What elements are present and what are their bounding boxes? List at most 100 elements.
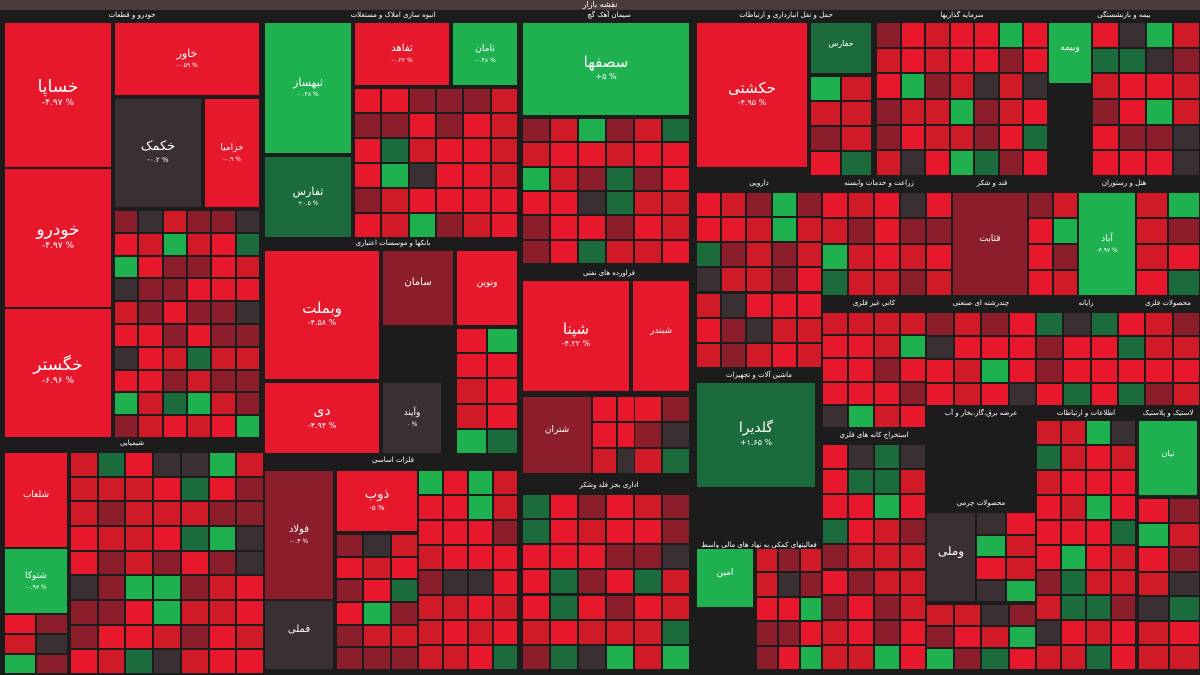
treemap-cell[interactable] <box>998 22 1024 48</box>
treemap-cell[interactable] <box>874 244 900 270</box>
treemap-cell[interactable] <box>1146 150 1173 176</box>
treemap-cell[interactable] <box>796 242 822 268</box>
treemap-cell[interactable] <box>662 569 690 595</box>
treemap-cell[interactable] <box>550 215 578 240</box>
treemap-cell[interactable] <box>1036 335 1064 359</box>
treemap-cell[interactable] <box>822 192 848 218</box>
treemap-cell[interactable] <box>490 163 518 188</box>
tile-28[interactable]: وملی <box>926 512 976 602</box>
treemap-cell[interactable] <box>235 255 260 279</box>
treemap-cell[interactable] <box>976 512 1006 535</box>
treemap-cell[interactable] <box>662 142 690 167</box>
treemap-cell[interactable] <box>456 428 487 454</box>
treemap-cell[interactable] <box>606 594 634 620</box>
treemap-cell[interactable] <box>211 369 236 393</box>
treemap-cell[interactable] <box>138 415 163 438</box>
treemap-cell[interactable] <box>900 99 926 125</box>
treemap-cell[interactable] <box>463 113 491 138</box>
treemap-cell[interactable] <box>336 579 364 602</box>
treemap-cell[interactable] <box>974 99 999 125</box>
treemap-cell[interactable] <box>418 570 443 595</box>
treemap-cell[interactable] <box>578 118 606 143</box>
treemap-cell[interactable] <box>1036 312 1064 336</box>
treemap-cell[interactable] <box>1092 99 1119 125</box>
treemap-cell[interactable] <box>390 534 418 557</box>
tile-2[interactable]: خاور -۰.۵۹ % <box>114 22 260 96</box>
treemap-cell[interactable] <box>187 392 212 416</box>
treemap-cell[interactable] <box>756 548 778 573</box>
treemap-cell[interactable] <box>70 600 98 625</box>
treemap-cell[interactable] <box>953 359 981 383</box>
tile-3[interactable]: خکمک -۰.۲ % <box>114 98 202 208</box>
treemap-cell[interactable] <box>138 392 163 416</box>
treemap-cell[interactable] <box>1090 382 1118 406</box>
treemap-cell[interactable] <box>235 232 260 256</box>
treemap-cell[interactable] <box>848 544 874 570</box>
treemap-cell[interactable] <box>550 569 578 595</box>
treemap-cell[interactable] <box>138 278 163 302</box>
treemap-cell[interactable] <box>336 647 364 670</box>
treemap-cell[interactable] <box>381 88 409 113</box>
treemap-cell[interactable] <box>1061 570 1086 595</box>
treemap-cell[interactable] <box>236 550 264 576</box>
treemap-cell[interactable] <box>180 575 209 600</box>
treemap-cell[interactable] <box>1169 522 1200 548</box>
treemap-cell[interactable] <box>953 335 981 359</box>
treemap-cell[interactable] <box>211 210 236 233</box>
treemap-cell[interactable] <box>848 244 874 270</box>
treemap-cell[interactable] <box>1119 150 1146 176</box>
treemap-cell[interactable] <box>822 644 848 670</box>
treemap-cell[interactable] <box>1036 645 1061 670</box>
treemap-cell[interactable] <box>443 520 468 545</box>
treemap-cell[interactable] <box>1086 620 1111 645</box>
tile-20[interactable]: شبندر <box>632 280 690 392</box>
treemap-cell[interactable] <box>1053 244 1078 270</box>
treemap-cell[interactable] <box>634 519 662 545</box>
treemap-cell[interactable] <box>1111 570 1136 595</box>
treemap-cell[interactable] <box>778 548 800 573</box>
treemap-cell[interactable] <box>1092 22 1119 48</box>
treemap-cell[interactable] <box>606 519 634 545</box>
treemap-cell[interactable] <box>418 645 443 670</box>
treemap-cell[interactable] <box>900 444 926 470</box>
tile-11[interactable]: سصفها +۵ % <box>522 22 690 116</box>
treemap-cell[interactable] <box>418 520 443 545</box>
treemap-cell[interactable] <box>1008 626 1036 648</box>
treemap-cell[interactable] <box>1006 579 1036 602</box>
treemap-cell[interactable] <box>1092 73 1119 99</box>
treemap-cell[interactable] <box>487 328 518 354</box>
treemap-cell[interactable] <box>1118 335 1146 359</box>
treemap-cell[interactable] <box>1111 620 1136 645</box>
treemap-cell[interactable] <box>1061 495 1086 520</box>
treemap-cell[interactable] <box>125 649 154 674</box>
treemap-cell[interactable] <box>900 192 926 218</box>
treemap-cell[interactable] <box>578 569 606 595</box>
treemap-cell[interactable] <box>1146 22 1173 48</box>
treemap-cell[interactable] <box>578 166 606 191</box>
treemap-cell[interactable] <box>953 604 981 626</box>
treemap-cell[interactable] <box>848 644 874 670</box>
treemap-cell[interactable] <box>900 73 926 99</box>
treemap-cell[interactable] <box>900 519 926 545</box>
tile-26[interactable]: ذوب -۵ % <box>336 470 418 532</box>
treemap-cell[interactable] <box>211 232 236 256</box>
treemap-cell[interactable] <box>822 312 848 336</box>
treemap-cell[interactable] <box>408 88 436 113</box>
treemap-cell[interactable] <box>490 113 518 138</box>
treemap-cell[interactable] <box>138 255 163 279</box>
treemap-cell[interactable] <box>874 469 900 495</box>
treemap-cell[interactable] <box>408 213 436 238</box>
treemap-cell[interactable] <box>408 163 436 188</box>
treemap-cell[interactable] <box>70 550 98 576</box>
treemap-cell[interactable] <box>125 476 154 502</box>
treemap-cell[interactable] <box>876 47 901 74</box>
treemap-cell[interactable] <box>550 619 578 645</box>
treemap-cell[interactable] <box>1136 244 1168 270</box>
treemap-cell[interactable] <box>925 22 950 48</box>
treemap-cell[interactable] <box>436 138 464 163</box>
treemap-cell[interactable] <box>1092 47 1119 74</box>
treemap-cell[interactable] <box>153 452 181 477</box>
treemap-cell[interactable] <box>208 624 237 650</box>
treemap-cell[interactable] <box>463 163 491 188</box>
treemap-cell[interactable] <box>900 644 926 670</box>
